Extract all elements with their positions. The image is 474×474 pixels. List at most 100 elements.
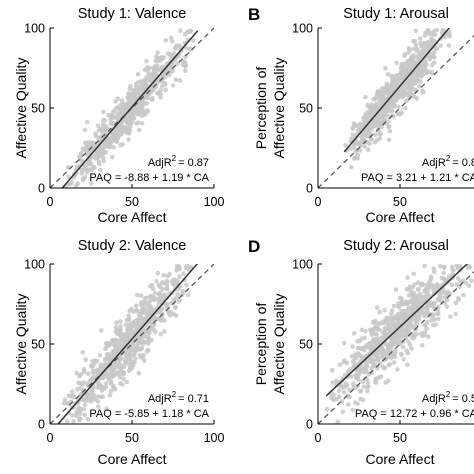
x-tick-label: 0 <box>47 431 54 445</box>
data-point <box>402 314 408 319</box>
data-point <box>136 371 142 376</box>
data-point <box>397 315 403 321</box>
data-point <box>344 360 350 366</box>
identity-line <box>318 270 474 424</box>
data-point <box>104 381 109 386</box>
data-point <box>163 38 169 43</box>
adj-r2-annotation: AdjR2 = 0.5 <box>422 390 474 405</box>
y-tick-label: 100 <box>24 22 45 36</box>
data-point <box>360 379 366 384</box>
data-point <box>127 112 133 117</box>
data-point <box>421 41 426 47</box>
y-tick-label: 50 <box>299 102 313 116</box>
data-point <box>419 67 425 73</box>
x-axis-label: Core Affect <box>365 209 434 225</box>
data-point <box>134 292 140 298</box>
data-point <box>422 264 427 269</box>
data-point <box>169 39 175 44</box>
data-point <box>382 307 387 313</box>
data-point <box>435 316 441 322</box>
data-point <box>422 294 428 300</box>
data-point <box>438 43 443 49</box>
adj-r2-label: AdjR <box>422 393 446 405</box>
data-point <box>401 357 406 362</box>
data-point <box>412 282 417 287</box>
data-point <box>349 354 355 359</box>
data-point <box>469 278 474 284</box>
adj-r2-annotation: AdjR2 = 0.71 <box>148 390 209 405</box>
data-point <box>353 375 359 381</box>
data-point <box>395 93 400 98</box>
data-point <box>163 87 168 93</box>
data-point <box>374 137 380 143</box>
y-tick-label: 50 <box>299 338 313 352</box>
data-point <box>162 280 168 286</box>
data-point <box>413 28 419 33</box>
data-point <box>364 361 370 367</box>
data-point <box>370 111 376 116</box>
data-point <box>385 113 390 118</box>
data-point <box>409 346 414 351</box>
data-point <box>366 130 372 136</box>
data-point <box>99 388 105 393</box>
data-point <box>365 379 371 385</box>
y-axis-label: Affective Quality <box>271 294 287 395</box>
data-point <box>351 142 357 147</box>
data-point <box>162 329 167 334</box>
data-point <box>79 150 84 156</box>
data-point <box>150 286 156 292</box>
data-point <box>359 327 365 333</box>
data-point <box>426 41 432 47</box>
y-axis-label: Affective Quality <box>13 294 29 395</box>
identity-line <box>50 264 214 424</box>
data-point <box>429 36 434 41</box>
data-point <box>406 50 411 55</box>
data-point <box>341 389 347 395</box>
data-point <box>405 362 410 367</box>
data-point <box>423 59 428 64</box>
data-point <box>390 101 396 106</box>
data-point <box>448 314 453 319</box>
data-point <box>143 295 149 301</box>
data-point <box>394 78 400 83</box>
data-point <box>113 329 119 335</box>
data-point <box>400 344 406 350</box>
data-point <box>370 327 375 332</box>
data-point <box>126 131 132 136</box>
data-point <box>126 323 132 328</box>
data-point <box>351 121 357 126</box>
data-point <box>129 97 135 103</box>
data-point <box>157 290 163 296</box>
data-point <box>114 130 120 135</box>
data-point <box>403 106 408 111</box>
data-point <box>376 336 381 342</box>
data-point <box>416 67 421 73</box>
data-point <box>113 347 118 352</box>
data-point <box>116 361 121 367</box>
data-point <box>398 88 403 93</box>
data-point <box>368 125 373 130</box>
data-point <box>391 303 397 309</box>
data-point <box>134 319 140 325</box>
data-point <box>147 298 152 304</box>
data-point <box>186 292 191 298</box>
x-tick-label: 50 <box>393 195 407 209</box>
data-point <box>395 367 400 372</box>
data-point <box>389 343 394 349</box>
data-point <box>425 334 431 340</box>
data-point <box>424 326 430 331</box>
data-point <box>389 108 395 113</box>
data-point <box>148 306 153 312</box>
data-point <box>126 368 132 374</box>
regression-line <box>343 28 451 153</box>
data-point <box>97 367 103 372</box>
data-point <box>129 306 134 312</box>
data-point <box>336 388 342 394</box>
data-point <box>431 269 437 275</box>
data-point <box>437 295 443 300</box>
data-point <box>75 387 80 392</box>
data-point <box>359 336 365 341</box>
data-point <box>107 341 112 347</box>
panel-1: 0 50 100 0 50 100 Study 1: Valence Core Affect A… <box>13 6 224 225</box>
data-point <box>118 142 123 148</box>
